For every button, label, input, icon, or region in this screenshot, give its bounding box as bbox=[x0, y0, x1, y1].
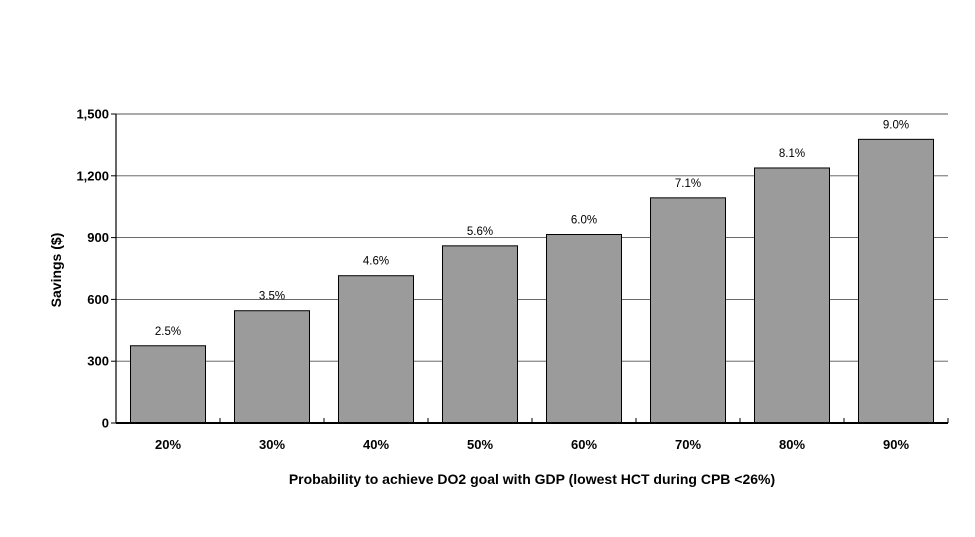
y-axis-title: Savings ($) bbox=[48, 233, 64, 308]
axes bbox=[111, 113, 949, 424]
data-label: 2.5% bbox=[155, 326, 181, 338]
x-tick-label: 70% bbox=[675, 437, 701, 452]
bar bbox=[130, 345, 206, 424]
y-tick-label: 1,500 bbox=[76, 107, 109, 122]
x-tick-label: 50% bbox=[467, 437, 493, 452]
y-tick-label: 1,200 bbox=[76, 168, 109, 183]
data-label: 3.5% bbox=[259, 291, 285, 303]
data-label: 6.0% bbox=[571, 215, 597, 227]
y-tick-label: 0 bbox=[102, 416, 109, 431]
bar bbox=[858, 138, 934, 424]
bar bbox=[546, 234, 622, 424]
x-tick-label: 30% bbox=[259, 437, 285, 452]
data-label: 7.1% bbox=[675, 178, 701, 190]
x-tick-label: 90% bbox=[883, 437, 909, 452]
x-tick-label: 60% bbox=[571, 437, 597, 452]
labels: 0 300 600 900 1,200 1,500 2.5% 20% 3.5% 30% 4.6% 40… bbox=[76, 107, 909, 453]
data-label: 5.6% bbox=[467, 226, 493, 238]
bar bbox=[338, 275, 414, 424]
bar bbox=[754, 167, 830, 424]
data-label: 8.1% bbox=[779, 148, 805, 160]
x-tick-label: 40% bbox=[363, 437, 389, 452]
bar bbox=[650, 197, 726, 424]
x-tick-label: 20% bbox=[155, 437, 181, 452]
y-tick-label: 600 bbox=[87, 292, 109, 307]
bar bbox=[234, 310, 310, 424]
y-tick-label: 300 bbox=[87, 354, 109, 369]
data-label: 4.6% bbox=[363, 256, 389, 268]
bar bbox=[442, 245, 518, 424]
data-label: 9.0% bbox=[883, 119, 909, 131]
x-tick-label: 80% bbox=[779, 437, 805, 452]
y-tick-label: 900 bbox=[87, 230, 109, 245]
x-axis-title: Probability to achieve DO2 goal with GDP… bbox=[289, 471, 775, 487]
bars bbox=[130, 138, 934, 424]
